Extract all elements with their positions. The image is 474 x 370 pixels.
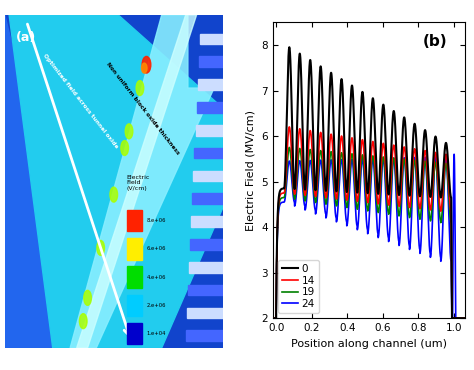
Bar — [187, 307, 223, 318]
19 — [409, 186, 415, 191]
Ellipse shape — [142, 56, 151, 73]
19 — [361, 162, 367, 166]
Bar — [190, 239, 223, 250]
0 — [270, 316, 275, 320]
0 — [456, 316, 462, 320]
19 — [270, 316, 275, 320]
Line: 14: 14 — [273, 127, 465, 318]
14 — [286, 125, 292, 129]
0 — [286, 45, 292, 50]
Ellipse shape — [125, 124, 133, 139]
Bar — [194, 148, 223, 158]
Polygon shape — [70, 15, 214, 348]
Ellipse shape — [84, 290, 91, 305]
14 — [409, 175, 415, 180]
14 — [456, 316, 462, 320]
0 — [361, 106, 367, 111]
Bar — [197, 102, 223, 113]
Bar — [127, 266, 142, 288]
Bar — [199, 57, 223, 67]
24 — [361, 168, 366, 172]
Ellipse shape — [142, 63, 147, 73]
19 — [456, 316, 462, 320]
Text: Optimized field across tunnel oxide: Optimized field across tunnel oxide — [42, 53, 118, 149]
Text: 6.e+06: 6.e+06 — [146, 246, 166, 251]
Text: 4.e+06: 4.e+06 — [146, 275, 166, 280]
24 — [350, 165, 356, 170]
Bar — [189, 262, 223, 273]
Ellipse shape — [121, 141, 128, 155]
Bar — [191, 216, 223, 227]
24 — [446, 222, 452, 226]
Legend: 0, 14, 19, 24: 0, 14, 19, 24 — [278, 260, 319, 313]
Bar — [127, 238, 142, 260]
Line: 19: 19 — [273, 147, 465, 318]
Text: 1.e+04: 1.e+04 — [146, 331, 166, 336]
24 — [409, 202, 415, 206]
Bar — [127, 295, 142, 316]
19 — [350, 159, 356, 164]
0 — [446, 176, 452, 181]
Polygon shape — [9, 15, 223, 348]
0 — [462, 316, 467, 320]
Bar — [198, 79, 223, 90]
Bar — [200, 34, 223, 44]
Ellipse shape — [97, 240, 104, 255]
Ellipse shape — [110, 187, 118, 202]
Bar — [193, 171, 223, 181]
19 — [286, 145, 292, 149]
14 — [361, 148, 367, 152]
Text: 8.e+06: 8.e+06 — [146, 218, 166, 223]
19 — [352, 182, 357, 186]
Text: Non uniform block oxide thickness: Non uniform block oxide thickness — [105, 61, 180, 156]
24 — [270, 316, 275, 320]
24 — [462, 316, 467, 320]
14 — [350, 144, 356, 149]
0 — [409, 157, 415, 161]
14 — [446, 189, 452, 194]
Text: 2.e+06: 2.e+06 — [146, 303, 166, 308]
14 — [462, 316, 467, 320]
Bar — [192, 194, 223, 204]
0 — [350, 98, 356, 102]
19 — [446, 200, 452, 205]
Y-axis label: Electric Field (MV/cm): Electric Field (MV/cm) — [246, 110, 255, 231]
Line: 24: 24 — [273, 154, 465, 318]
Text: (b): (b) — [422, 34, 447, 49]
24 — [451, 152, 457, 157]
Line: 0: 0 — [273, 47, 465, 318]
Bar — [195, 125, 223, 136]
Bar — [127, 209, 142, 231]
Bar — [127, 323, 142, 344]
19 — [462, 316, 467, 320]
Ellipse shape — [80, 314, 87, 329]
14 — [352, 170, 357, 175]
Bar — [186, 330, 223, 341]
Bar — [188, 285, 223, 296]
Text: (a): (a) — [16, 31, 36, 44]
X-axis label: Position along channel (um): Position along channel (um) — [291, 339, 447, 349]
Polygon shape — [77, 15, 197, 348]
0 — [352, 142, 357, 147]
24 — [352, 193, 357, 198]
Polygon shape — [5, 15, 88, 348]
Ellipse shape — [136, 81, 144, 95]
24 — [456, 316, 462, 320]
14 — [270, 316, 275, 320]
Text: Electric
Field
(V/cm): Electric Field (V/cm) — [127, 175, 150, 191]
